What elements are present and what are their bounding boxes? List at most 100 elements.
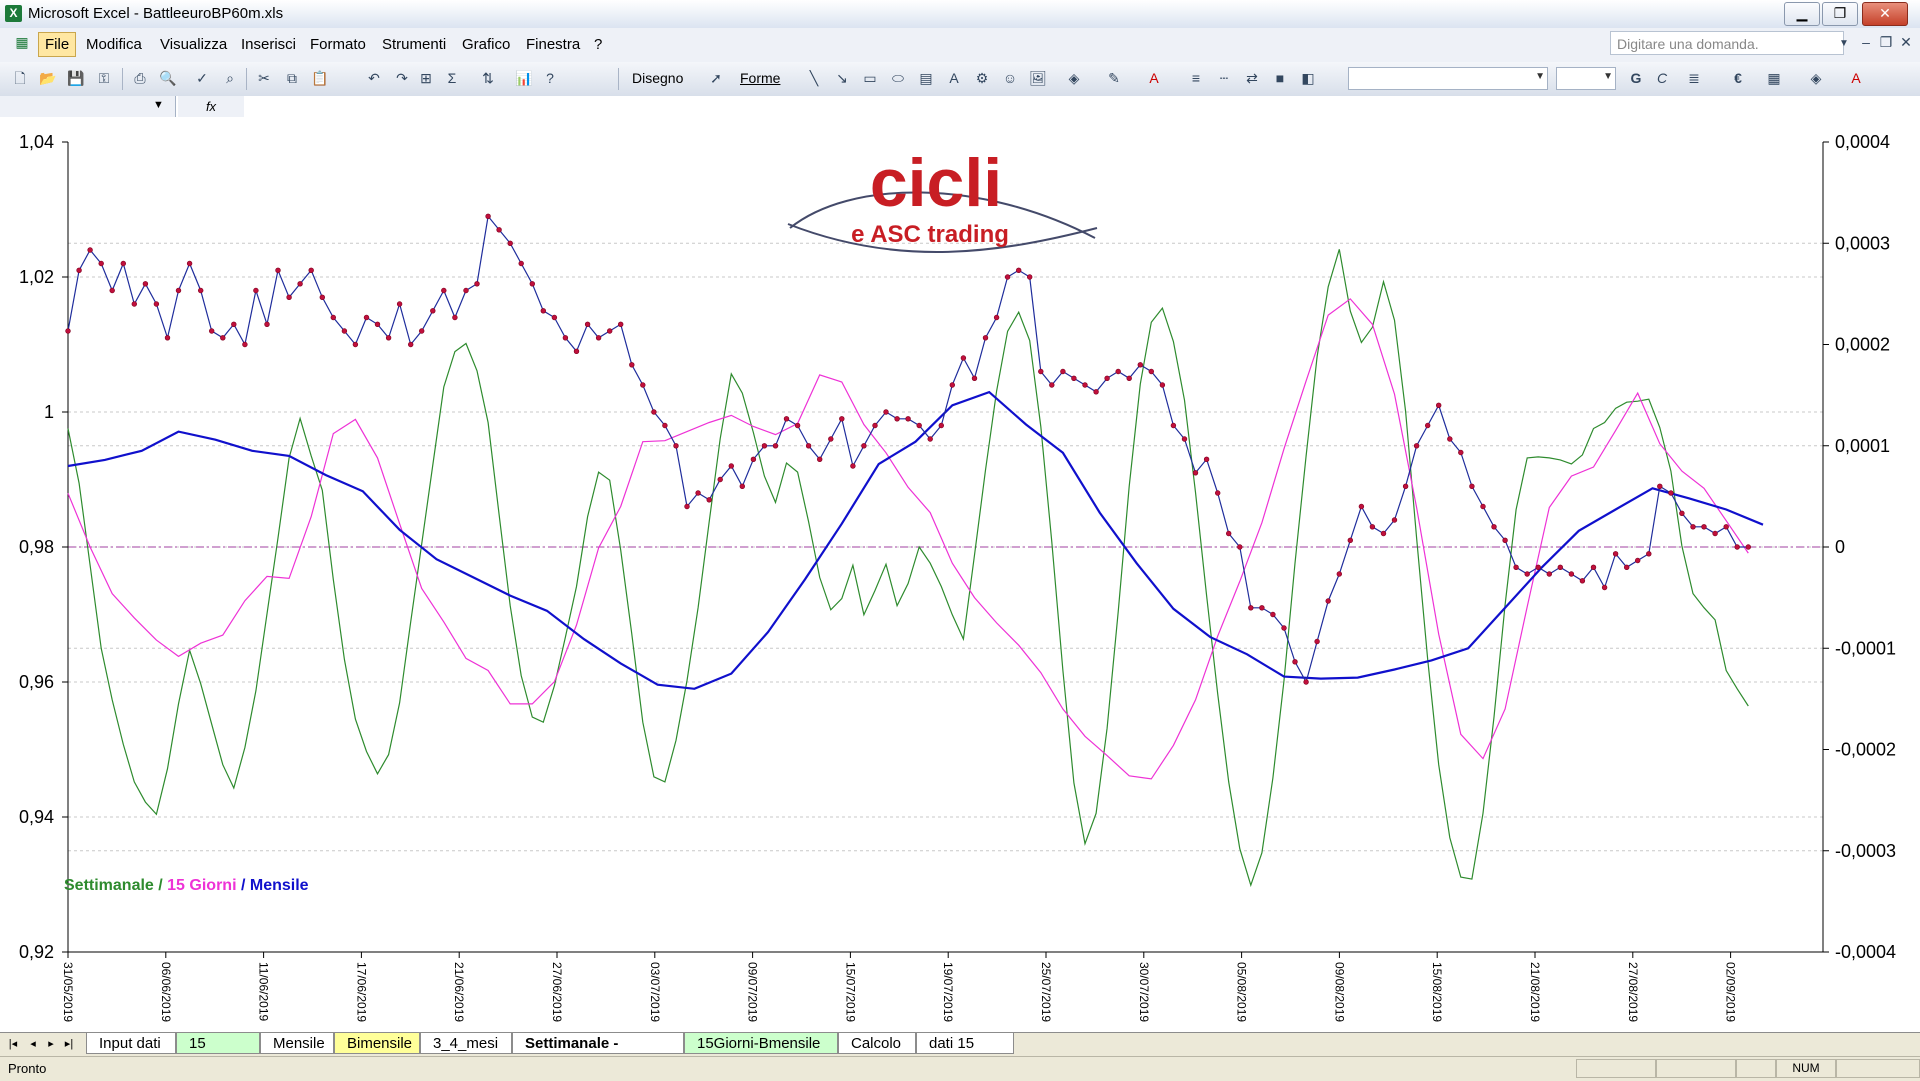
paste-icon[interactable]: 📋	[311, 70, 329, 86]
menu-strumenti[interactable]: Strumenti	[382, 36, 447, 53]
font-name-combo[interactable]: ▼	[1348, 67, 1548, 90]
autosum-icon[interactable]: Σ	[447, 70, 457, 86]
price-marker	[385, 335, 392, 341]
left-tick-label: 0,92	[19, 942, 54, 962]
chart-wizard-icon[interactable]: 📊	[515, 70, 533, 86]
menu-inserisci[interactable]: Inserisci	[241, 36, 297, 53]
cut-icon[interactable]: ✂	[258, 70, 270, 86]
arrow-style-icon[interactable]: ⇄	[1246, 70, 1258, 86]
name-box[interactable]: ▼	[0, 96, 176, 117]
shadow-icon[interactable]: ■	[1275, 70, 1285, 86]
next-sheet-icon[interactable]: ▸	[48, 1038, 54, 1050]
clipart-icon[interactable]: ☺	[1002, 70, 1018, 86]
price-marker	[1148, 368, 1155, 375]
sort-icon[interactable]: ⇅	[482, 70, 494, 86]
x-tick-label: 30/07/2019	[1137, 962, 1151, 1022]
drawing-menu[interactable]: Disegno	[632, 70, 684, 86]
hyperlink-icon[interactable]: ⊞	[420, 70, 432, 86]
diagram-icon[interactable]: ⚙	[975, 70, 989, 86]
menu-finestra[interactable]: Finestra	[526, 36, 581, 53]
open-icon[interactable]: 📂	[39, 70, 57, 86]
menu-grafico[interactable]: Grafico	[462, 36, 511, 53]
excel-app-icon[interactable]: X	[5, 5, 22, 22]
price-marker	[1568, 571, 1575, 577]
price-marker	[673, 443, 679, 449]
first-sheet-icon[interactable]: |◂	[8, 1038, 18, 1050]
workbook-close-icon[interactable]: ✕	[1900, 34, 1912, 50]
workbook-minimize-icon[interactable]: –	[1862, 34, 1870, 50]
title-bar: X Microsoft Excel - BattleeuroBP60m.xls …	[0, 0, 1920, 29]
price-marker	[1170, 422, 1177, 429]
sheet-tab-mensile[interactable]: Mensile	[260, 1033, 334, 1054]
x-tick-label: 19/07/2019	[941, 962, 955, 1022]
price-marker	[1712, 530, 1718, 537]
line-icon[interactable]: ╲	[809, 70, 819, 86]
workbook-restore-icon[interactable]: ❐	[1879, 34, 1893, 50]
arrow-icon[interactable]: ↘	[836, 70, 848, 86]
oval-icon[interactable]: ⬭	[892, 70, 904, 86]
prev-sheet-icon[interactable]: ◂	[30, 1038, 36, 1050]
chart-svg[interactable]: 1,04 1,02 1 0,98 0,96 0,94 0,92 0,0004 0,0003 0,0…	[0, 118, 1920, 1032]
italic-icon[interactable]: C	[1656, 70, 1668, 86]
price-marker	[761, 443, 768, 449]
dash-style-icon[interactable]: ┄	[1219, 70, 1229, 86]
maximize-button[interactable]: ❐	[1822, 2, 1858, 26]
euro-icon[interactable]: €	[1734, 70, 1742, 86]
last-sheet-icon[interactable]: ▸|	[64, 1038, 74, 1050]
copy-icon[interactable]: ⧉	[287, 70, 297, 86]
right-tick-label: -0,0002	[1835, 740, 1896, 760]
sheet-tab-3-4-mesi[interactable]: 3_4_mesi	[420, 1033, 512, 1054]
font-color-icon[interactable]: A	[1149, 70, 1159, 86]
borders-icon[interactable]: ▦	[1767, 70, 1781, 86]
font-color-icon-2[interactable]: A	[1851, 70, 1861, 86]
ask-question-input[interactable]: Digitare una domanda.	[1610, 31, 1844, 55]
function-icon[interactable]: fx	[178, 96, 244, 117]
line-color-icon[interactable]: ✎	[1108, 70, 1120, 86]
minimize-button[interactable]: ▁	[1784, 2, 1820, 26]
bold-icon[interactable]: G	[1630, 70, 1642, 86]
align-icon[interactable]: ≣	[1688, 70, 1700, 86]
chevron-down-icon: ▼	[1603, 71, 1613, 82]
picture-icon[interactable]: 🖼	[1029, 70, 1047, 86]
3d-icon[interactable]: ◧	[1301, 70, 1315, 86]
font-size-combo[interactable]: ▼	[1556, 67, 1616, 90]
wordart-icon[interactable]: A	[949, 70, 959, 86]
textbox-icon[interactable]: ▤	[919, 70, 933, 86]
sheet-tab-dati-15-min[interactable]: dati 15 min	[916, 1033, 1014, 1073]
sheet-tab-15-giorni[interactable]: 15 Giorni	[176, 1033, 260, 1073]
menu-help[interactable]: ?	[594, 36, 603, 53]
chart-series[interactable]	[65, 213, 1764, 888]
research-icon[interactable]: ⌕	[226, 70, 234, 86]
sheet-tab-bimensile[interactable]: Bimensile	[334, 1033, 420, 1054]
permission-icon[interactable]: ⚿	[98, 70, 110, 86]
menu-visualizza[interactable]: Visualizza	[160, 36, 228, 53]
select-objects-icon[interactable]: ➚	[710, 70, 722, 86]
sheet-tab-input-dati[interactable]: Input dati	[86, 1033, 176, 1054]
shapes-menu[interactable]: Forme	[740, 70, 781, 86]
undo-icon[interactable]: ↶	[368, 70, 380, 86]
fill-color-icon[interactable]: ◈	[1068, 70, 1080, 86]
sheet-tab-15giorni-bmensile[interactable]: 15Giorni-Bmensile	[684, 1033, 838, 1054]
save-icon[interactable]: 💾	[67, 70, 85, 86]
price-marker	[1325, 598, 1331, 604]
help-icon[interactable]: ?	[546, 70, 554, 86]
menu-formato[interactable]: Formato	[310, 36, 366, 53]
ask-dropdown-icon[interactable]: ▼	[1839, 38, 1849, 49]
print-icon[interactable]: ⎙	[134, 70, 146, 86]
new-icon[interactable]: 🗋	[14, 70, 26, 86]
chart-area[interactable]: 1,04 1,02 1 0,98 0,96 0,94 0,92 0,0004 0,0003 0,0…	[0, 118, 1920, 1032]
print-preview-icon[interactable]: 🔍	[159, 70, 177, 86]
legend-settimanale: Settimanale	[64, 877, 154, 894]
price-marker	[529, 281, 535, 287]
sheet-tab-settimanale-mensile[interactable]: Settimanale -Mensile	[512, 1033, 684, 1073]
spelling-icon[interactable]: ✓	[196, 70, 208, 86]
line-style-icon[interactable]: ≡	[1191, 70, 1201, 86]
redo-icon[interactable]: ↷	[396, 70, 408, 86]
fill-color-icon-2[interactable]: ◈	[1810, 70, 1822, 86]
workbook-icon[interactable]: ▦	[15, 34, 29, 50]
menu-file[interactable]: File	[38, 32, 77, 57]
sheet-tab-calcolo[interactable]: Calcolo	[838, 1033, 916, 1054]
rectangle-icon[interactable]: ▭	[863, 70, 877, 86]
menu-modifica[interactable]: Modifica	[86, 36, 142, 53]
close-button[interactable]: ✕	[1862, 2, 1908, 26]
